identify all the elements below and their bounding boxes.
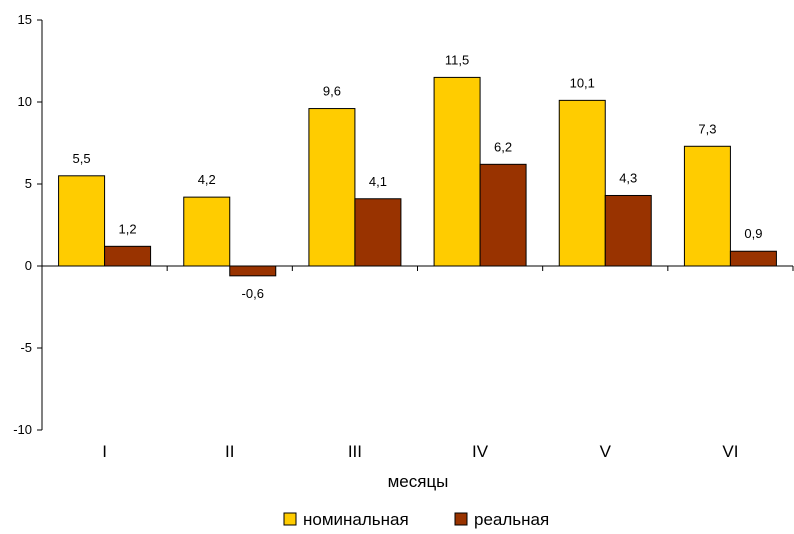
y-tick-label: -5 (20, 340, 32, 355)
data-label: 11,5 (445, 52, 469, 67)
data-label: 9,6 (323, 84, 341, 99)
x-tick-label: V (600, 442, 612, 461)
data-label: 7,3 (698, 121, 716, 136)
x-tick-label: II (225, 442, 234, 461)
bar-real-VI (729, 250, 777, 267)
bars (58, 76, 777, 277)
y-tick-label: 15 (18, 12, 32, 27)
bar-nominal-VI (683, 145, 731, 267)
y-tick-label: 5 (25, 176, 32, 191)
x-tick-label: IV (472, 442, 489, 461)
data-label: 4,3 (619, 170, 637, 185)
bar-nominal-II (183, 196, 231, 267)
bar-real-II (229, 265, 277, 277)
legend-swatch (454, 512, 468, 526)
y-tick-label: 0 (25, 258, 32, 273)
bar-real-I (104, 245, 152, 267)
bar-nominal-III (308, 108, 356, 267)
x-axis: I II III IV V VI (42, 265, 794, 461)
bar-real-III (354, 198, 402, 267)
data-label: 0,9 (744, 226, 762, 241)
legend: номинальная реальная (283, 510, 549, 529)
x-axis-title: месяцы (388, 472, 449, 491)
bar-nominal-V (558, 99, 606, 267)
legend-swatch (283, 512, 297, 526)
data-label: 5,5 (73, 151, 91, 166)
y-axis: 15 10 5 0 -5 -10 (13, 12, 43, 437)
legend-label: номинальная (303, 510, 409, 529)
y-tick-label: -10 (13, 422, 32, 437)
legend-label: реальная (474, 510, 549, 529)
bar-real-IV (479, 163, 527, 267)
y-tick-label: 10 (18, 94, 32, 109)
x-tick-label: III (348, 442, 362, 461)
data-label: 1,2 (119, 221, 137, 236)
bar-nominal-I (58, 175, 106, 267)
data-label: -0,6 (242, 286, 264, 301)
data-label: 10,1 (570, 75, 595, 90)
bar-real-V (604, 194, 652, 267)
data-label: 4,2 (198, 172, 216, 187)
x-tick-label: I (102, 442, 107, 461)
data-label: 4,1 (369, 174, 387, 189)
data-labels: 5,5 4,2 9,6 11,5 10,1 7,3 1,2 -0,6 4,1 6,2 4,3 0,9 (73, 52, 763, 300)
bar-nominal-IV (433, 76, 481, 267)
data-label: 6,2 (494, 139, 512, 154)
x-tick-label: VI (722, 442, 738, 461)
